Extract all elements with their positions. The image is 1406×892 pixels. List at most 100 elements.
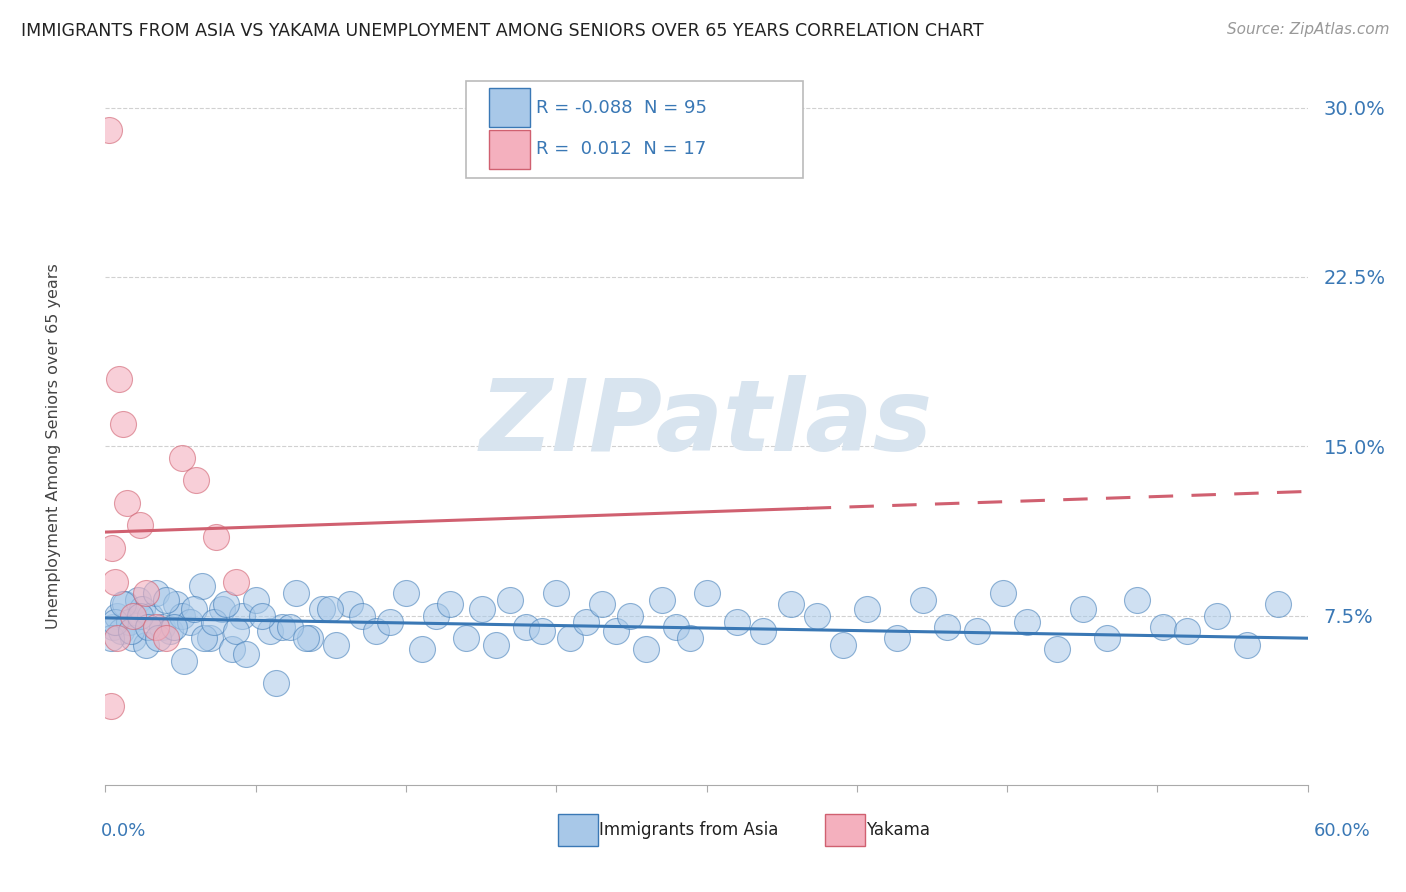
Point bbox=[439, 598, 461, 612]
Point bbox=[295, 631, 318, 645]
Text: Immigrants from Asia: Immigrants from Asia bbox=[599, 821, 779, 838]
Point bbox=[121, 624, 143, 639]
Point bbox=[725, 615, 748, 630]
FancyBboxPatch shape bbox=[467, 80, 803, 178]
Point bbox=[221, 642, 243, 657]
Point bbox=[173, 654, 195, 668]
Point bbox=[298, 631, 321, 645]
Point bbox=[145, 620, 167, 634]
Point bbox=[679, 631, 702, 645]
Point bbox=[170, 450, 193, 465]
Point bbox=[103, 620, 125, 634]
Point bbox=[1206, 608, 1229, 623]
Point bbox=[531, 624, 554, 639]
Point bbox=[1177, 624, 1199, 639]
Point bbox=[214, 598, 236, 612]
Point bbox=[108, 371, 131, 385]
Point bbox=[104, 574, 127, 589]
Point bbox=[1046, 642, 1069, 657]
Point bbox=[114, 598, 136, 612]
Point bbox=[118, 615, 141, 630]
Point bbox=[1236, 638, 1258, 652]
Point bbox=[184, 473, 207, 487]
FancyBboxPatch shape bbox=[489, 88, 530, 128]
Point bbox=[128, 518, 150, 533]
Point bbox=[138, 608, 160, 623]
Text: Yakama: Yakama bbox=[866, 821, 931, 838]
Point bbox=[170, 608, 193, 623]
Point bbox=[751, 624, 773, 639]
Point bbox=[165, 598, 187, 612]
Point bbox=[339, 598, 361, 612]
Point bbox=[101, 541, 124, 555]
Point bbox=[1126, 592, 1149, 607]
Point bbox=[499, 592, 522, 607]
Point bbox=[235, 647, 257, 661]
Point bbox=[225, 574, 247, 589]
Point bbox=[605, 624, 627, 639]
Point bbox=[107, 631, 129, 645]
Point bbox=[456, 631, 478, 645]
Point bbox=[378, 615, 401, 630]
Text: R = -0.088  N = 95: R = -0.088 N = 95 bbox=[536, 99, 707, 117]
Point bbox=[117, 496, 139, 510]
Point bbox=[591, 598, 613, 612]
Point bbox=[190, 579, 212, 593]
Point bbox=[1152, 620, 1174, 634]
Text: IMMIGRANTS FROM ASIA VS YAKAMA UNEMPLOYMENT AMONG SENIORS OVER 65 YEARS CORRELAT: IMMIGRANTS FROM ASIA VS YAKAMA UNEMPLOYM… bbox=[21, 22, 984, 40]
Point bbox=[150, 620, 173, 634]
Point bbox=[112, 417, 135, 431]
Point bbox=[127, 592, 149, 607]
Point bbox=[146, 631, 169, 645]
Point bbox=[619, 608, 641, 623]
Point bbox=[159, 624, 181, 639]
Text: 0.0%: 0.0% bbox=[101, 822, 146, 840]
Point bbox=[270, 620, 292, 634]
Point bbox=[100, 631, 122, 645]
Point bbox=[250, 608, 273, 623]
Point bbox=[155, 631, 177, 645]
Point bbox=[575, 615, 598, 630]
Point bbox=[395, 586, 418, 600]
Point bbox=[204, 530, 226, 544]
Point bbox=[966, 624, 988, 639]
Point bbox=[107, 608, 129, 623]
Point bbox=[696, 586, 718, 600]
Point bbox=[779, 598, 801, 612]
Point bbox=[855, 602, 877, 616]
Point bbox=[183, 602, 205, 616]
Point bbox=[155, 592, 177, 607]
Point bbox=[319, 602, 342, 616]
Point bbox=[231, 608, 253, 623]
Point bbox=[259, 624, 281, 639]
Point bbox=[665, 620, 688, 634]
Point bbox=[278, 620, 301, 634]
Point bbox=[179, 615, 201, 630]
Point bbox=[202, 615, 225, 630]
Point bbox=[364, 624, 387, 639]
Point bbox=[325, 638, 347, 652]
Point bbox=[145, 586, 167, 600]
FancyBboxPatch shape bbox=[489, 129, 530, 169]
Point bbox=[636, 642, 658, 657]
Point bbox=[122, 608, 145, 623]
Point bbox=[651, 592, 673, 607]
Text: Unemployment Among Seniors over 65 years: Unemployment Among Seniors over 65 years bbox=[46, 263, 60, 629]
Point bbox=[162, 620, 184, 634]
Point bbox=[193, 631, 215, 645]
Point bbox=[485, 638, 508, 652]
Point bbox=[112, 598, 135, 612]
Point bbox=[911, 592, 934, 607]
Point bbox=[806, 608, 828, 623]
Point bbox=[110, 624, 132, 639]
Point bbox=[136, 620, 159, 634]
Point bbox=[284, 586, 307, 600]
Point bbox=[311, 602, 333, 616]
Point bbox=[198, 631, 221, 645]
Point bbox=[1017, 615, 1039, 630]
Point bbox=[1097, 631, 1119, 645]
Point bbox=[122, 631, 145, 645]
Point bbox=[128, 608, 150, 623]
Point bbox=[425, 608, 447, 623]
Point bbox=[411, 642, 433, 657]
